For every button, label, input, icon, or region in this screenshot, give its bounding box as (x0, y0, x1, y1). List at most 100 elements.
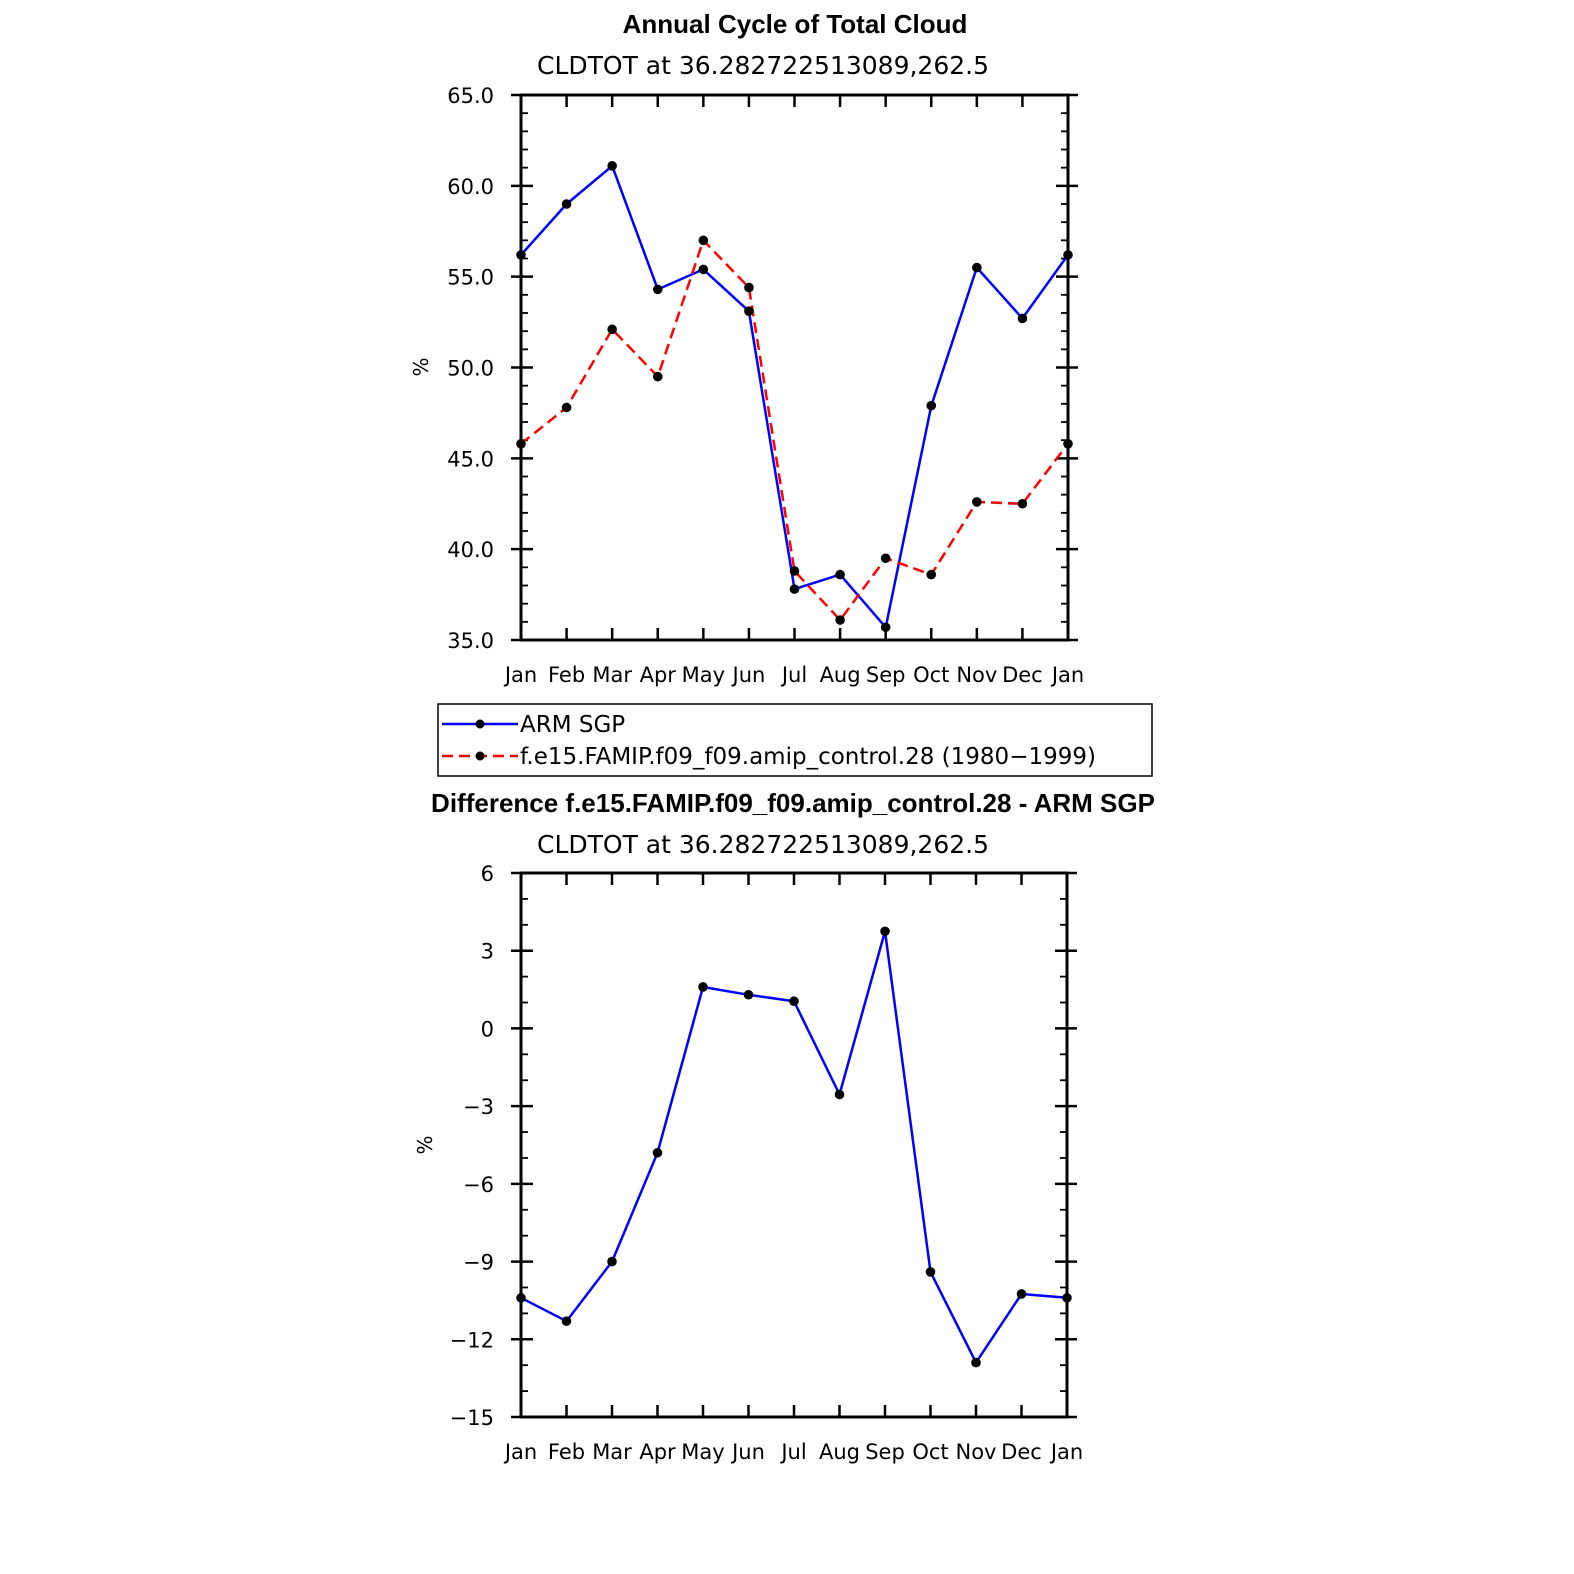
x-tick-label: May (681, 1440, 724, 1464)
x-tick-label: Jan (503, 1440, 537, 1464)
data-point (652, 284, 663, 295)
chart-annual-cycle: Annual Cycle of Total Cloud CLDTOT at 36… (409, 9, 1084, 687)
y-tick-label: −3 (463, 1095, 494, 1119)
y-tick-label: −12 (450, 1328, 494, 1352)
data-point (835, 569, 845, 580)
legend-marker-arm-sgp (475, 719, 485, 729)
x-tick-label: Jul (779, 1440, 806, 1464)
data-point (1017, 313, 1028, 324)
y-axis-label: % (409, 357, 433, 376)
x-tick-label: May (682, 663, 725, 687)
x-tick-label: Jul (780, 663, 807, 687)
series-line-0 (520, 930, 1068, 1364)
data-point (1063, 250, 1073, 260)
data-point (607, 161, 617, 171)
data-point (1016, 1289, 1027, 1299)
data-point (835, 615, 845, 625)
y-axis-label: % (413, 1135, 437, 1154)
chart-difference: Difference f.e15.FAMIP.f09_f09.amip_cont… (413, 788, 1155, 1464)
plot-frame (519, 871, 1069, 1419)
y-tick-label: 6 (481, 862, 494, 886)
y-tick-label: 65.0 (447, 84, 494, 108)
data-point (698, 264, 709, 275)
chart-subtitle: CLDTOT at 36.282722513089,262.5 (537, 830, 989, 859)
data-point (561, 199, 572, 209)
data-point (925, 1267, 936, 1277)
plot-area: Jan Feb Mar Apr May Jun Jul Aug Sep Oct Nov Dec Jan−… (450, 862, 1084, 1464)
data-point (607, 1256, 617, 1267)
data-point (561, 402, 572, 413)
data-point (744, 282, 754, 293)
data-point (561, 1316, 572, 1326)
x-tick-label: Oct (913, 663, 949, 687)
x-tick-label: Jun (730, 1440, 765, 1464)
x-tick-label: Feb (548, 663, 585, 687)
x-tick-label: Nov (956, 1440, 997, 1464)
x-tick-label: Nov (956, 663, 997, 687)
x-tick-label: Aug (819, 1440, 860, 1464)
x-tick-label: Apr (640, 663, 677, 687)
data-point (1063, 439, 1073, 449)
x-tick-label: Sep (866, 663, 906, 687)
chart-title: Annual Cycle of Total Cloud (623, 9, 968, 39)
data-point (744, 306, 754, 316)
data-point (516, 250, 526, 260)
data-point (743, 989, 754, 1000)
y-tick-label: 60.0 (447, 175, 494, 199)
data-point (1017, 498, 1028, 509)
x-tick-label: Dec (1002, 663, 1043, 687)
legend-label-arm-sgp: ARM SGP (520, 712, 625, 738)
x-tick-label: Jan (1049, 1440, 1083, 1464)
x-tick-label: Jan (1050, 663, 1084, 687)
y-tick-label: 45.0 (447, 447, 494, 471)
legend-label-model: f.e15.FAMIP.f09_f09.amip_control.28 (198… (520, 744, 1096, 770)
data-point (972, 497, 982, 507)
y-tick-label: −9 (463, 1251, 494, 1275)
data-point (880, 622, 891, 633)
x-tick-label: Feb (548, 1440, 585, 1464)
data-point (1062, 1293, 1072, 1303)
data-point (698, 982, 708, 992)
x-tick-label: Mar (592, 1440, 632, 1464)
x-tick-label: Oct (912, 1440, 948, 1464)
data-point (652, 371, 663, 382)
legend-box (437, 703, 1153, 777)
chart-title: Difference f.e15.FAMIP.f09_f09.amip_cont… (431, 788, 1155, 818)
data-point (789, 584, 800, 594)
x-tick-label: Jun (731, 663, 766, 687)
x-tick-label: Apr (639, 1440, 676, 1464)
x-tick-label: Aug (820, 663, 861, 687)
x-tick-label: Jan (503, 663, 537, 687)
y-tick-label: −15 (450, 1406, 494, 1430)
data-point (516, 1293, 526, 1303)
data-point (834, 1089, 845, 1100)
chart-subtitle: CLDTOT at 36.282722513089,262.5 (537, 51, 989, 80)
plot-frame (519, 93, 1070, 642)
data-point (880, 553, 891, 564)
x-tick-label: Dec (1001, 1440, 1042, 1464)
data-point (607, 324, 617, 335)
data-point (789, 566, 800, 576)
data-point (698, 235, 709, 246)
legend: ARM SGP f.e15.FAMIP.f09_f09.amip_control… (437, 703, 1153, 777)
series-line-0 (520, 164, 1070, 629)
y-tick-label: −6 (463, 1173, 494, 1197)
data-point (880, 926, 890, 937)
y-tick-label: 3 (481, 940, 494, 964)
y-tick-label: 40.0 (447, 538, 494, 562)
data-point (926, 400, 937, 411)
y-tick-label: 0 (481, 1017, 494, 1041)
data-point (971, 1357, 981, 1368)
legend-marker-model (475, 751, 485, 761)
data-point (926, 569, 937, 580)
y-tick-label: 55.0 (447, 266, 494, 290)
y-tick-label: 35.0 (447, 629, 494, 653)
data-point (652, 1147, 663, 1158)
data-point (516, 439, 526, 449)
y-tick-label: 50.0 (447, 357, 494, 381)
x-tick-label: Mar (592, 663, 632, 687)
series-line-1 (520, 239, 1069, 622)
data-point (789, 996, 799, 1007)
x-tick-label: Sep (865, 1440, 905, 1464)
